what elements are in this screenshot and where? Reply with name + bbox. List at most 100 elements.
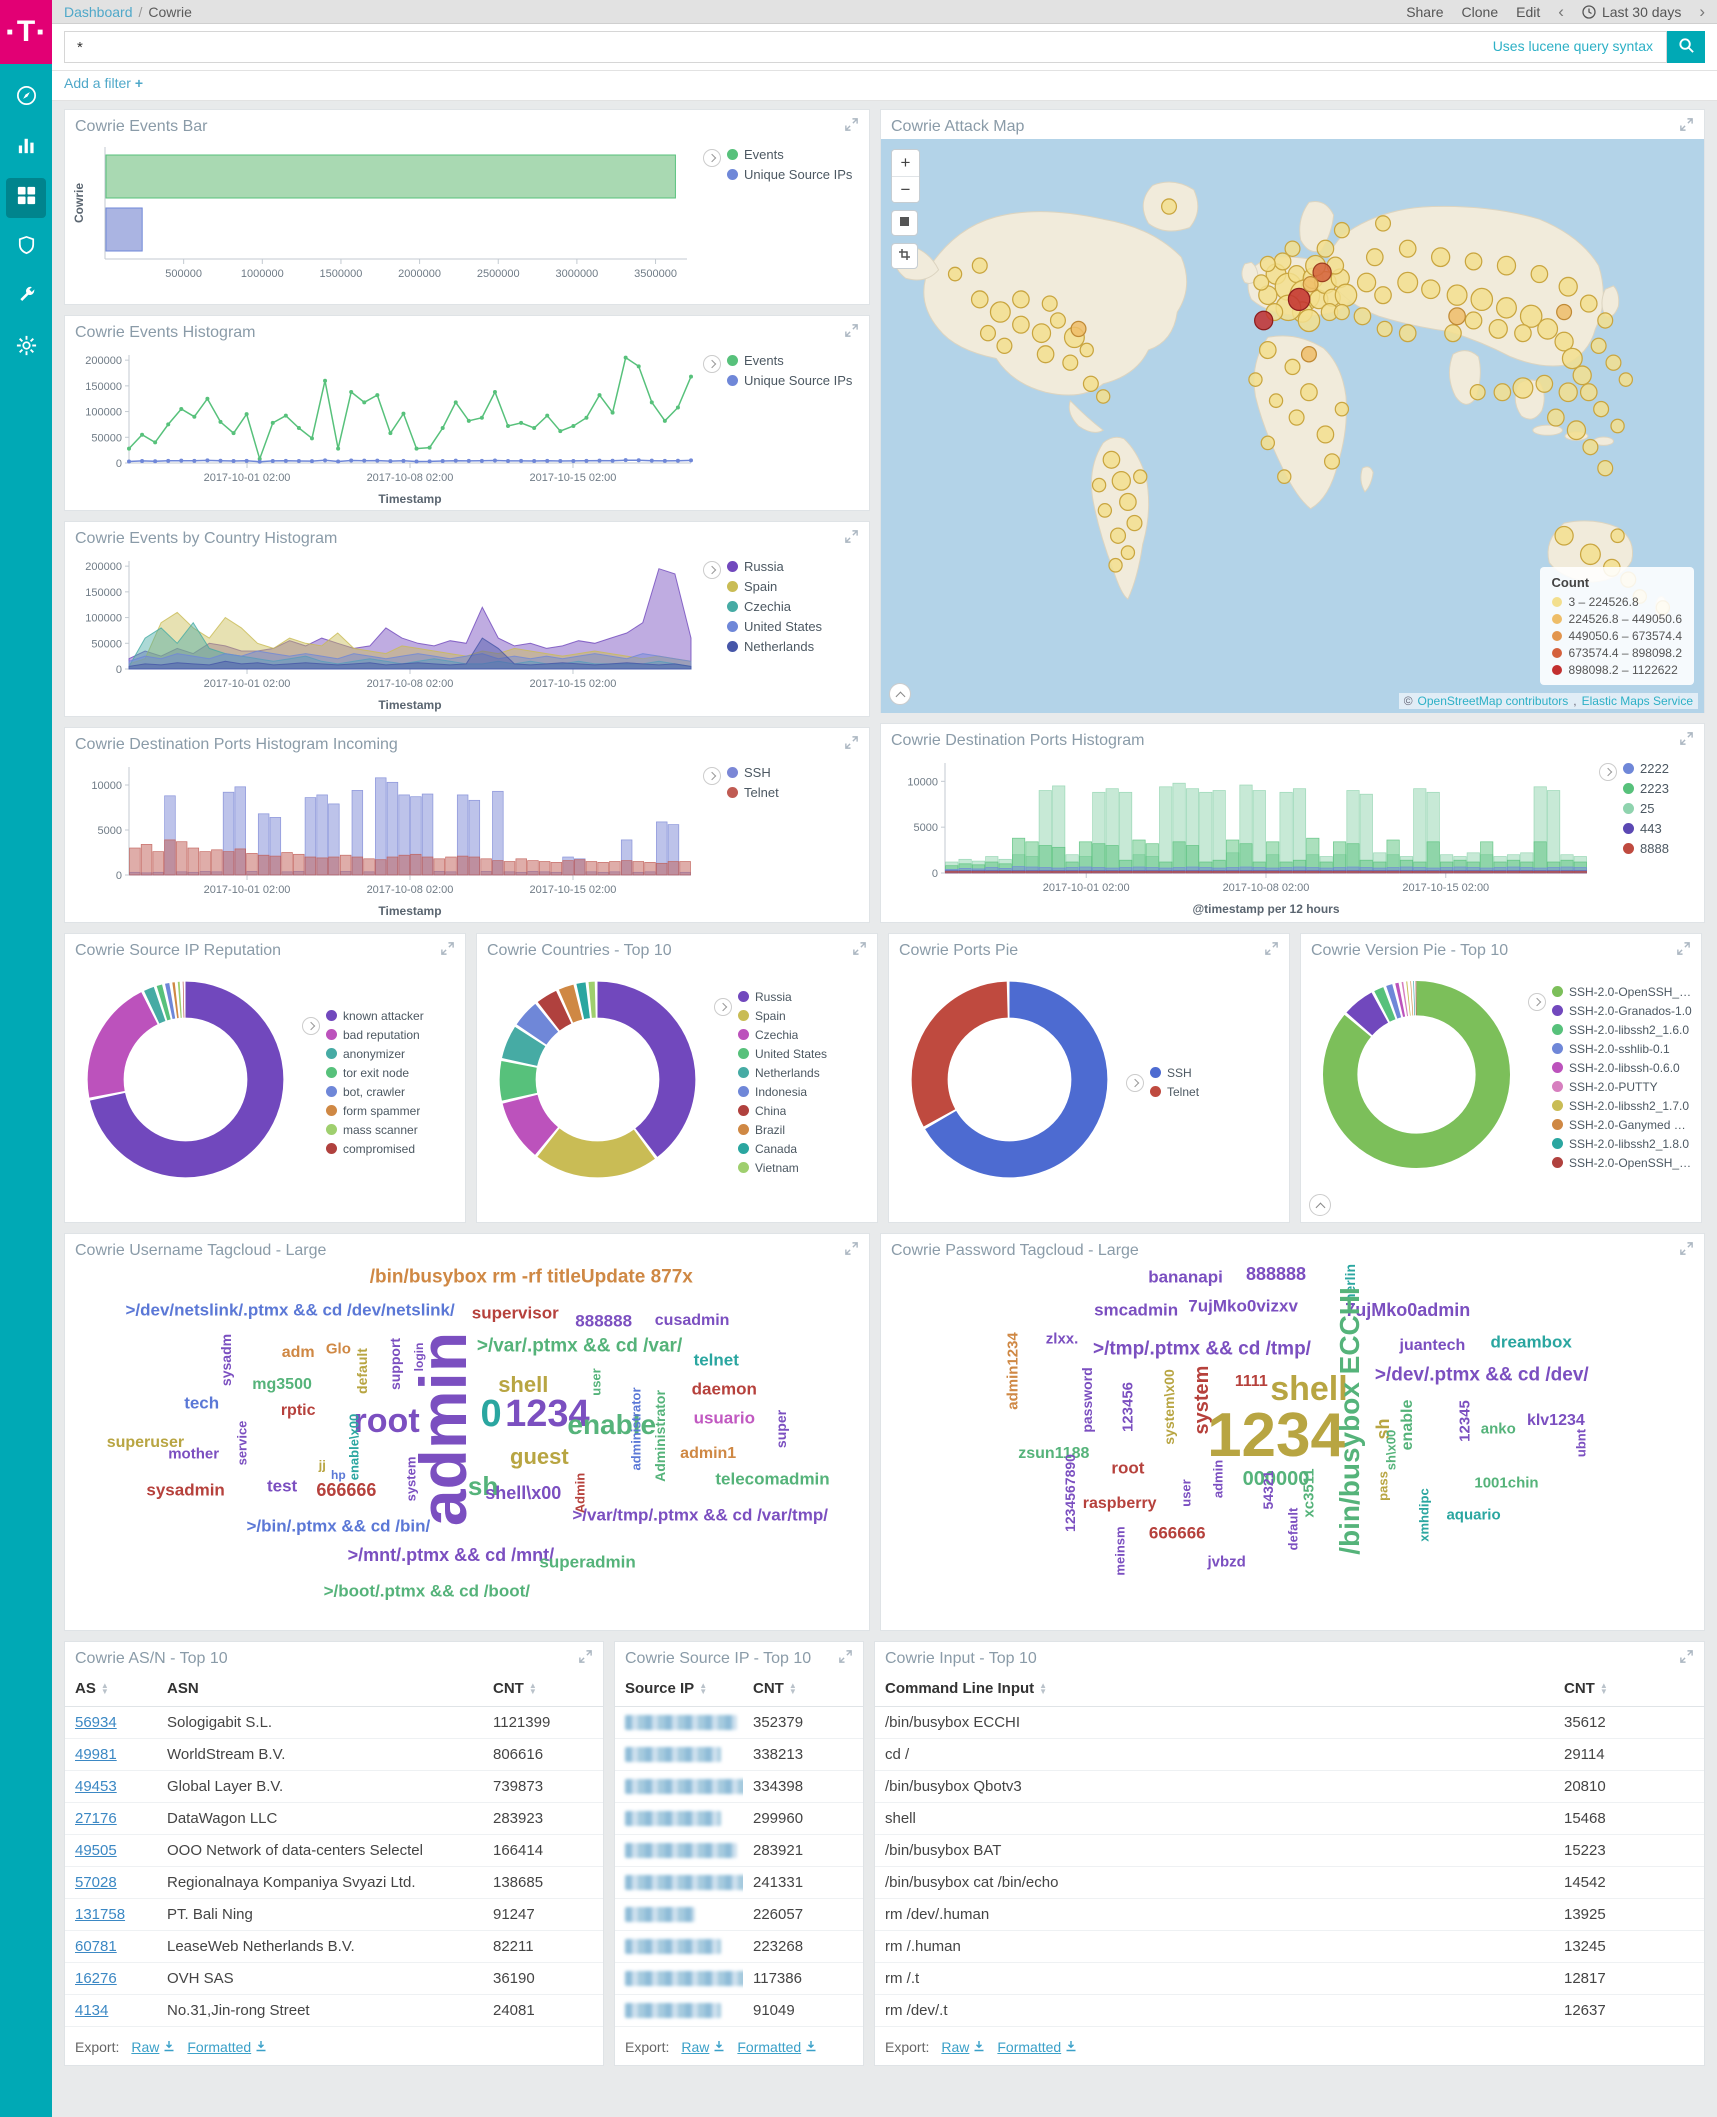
legend-item[interactable]: Czechia — [727, 599, 863, 614]
tagcloud-word[interactable]: juantech — [1399, 1336, 1466, 1354]
tagcloud-word[interactable]: >/mnt/.ptmx && cd /mnt/ — [347, 1544, 555, 1565]
tagcloud-word[interactable]: Administrator — [651, 1389, 668, 1482]
tagcloud-word[interactable]: 666666 — [1148, 1523, 1206, 1543]
table-row[interactable]: 4134 No.31,Jin-rong Street 24081 — [65, 1994, 603, 2027]
add-filter-link[interactable]: Add a filter + — [64, 75, 144, 91]
tagcloud-word[interactable]: default — [1285, 1508, 1300, 1551]
tagcloud-word[interactable]: raspberry — [1082, 1495, 1157, 1513]
legend-item[interactable]: Events — [727, 147, 863, 162]
legend-item[interactable]: SSH — [727, 765, 863, 780]
table-row[interactable]: /bin/busybox BAT 15223 — [875, 1834, 1704, 1867]
tagcloud-word[interactable]: super — [772, 1409, 789, 1448]
tagcloud-word[interactable]: 7ujMko0vizxv — [1188, 1296, 1298, 1316]
table-row[interactable]: shell 15468 — [875, 1802, 1704, 1835]
tagcloud-word[interactable]: Glo — [325, 1340, 351, 1358]
legend-item[interactable]: known attacker — [326, 1009, 457, 1023]
tagcloud-word[interactable]: mother — [168, 1445, 220, 1463]
expand-icon[interactable] — [838, 1649, 853, 1669]
legend-item[interactable]: Czechia — [738, 1028, 869, 1042]
tagcloud-word[interactable]: pass — [1375, 1471, 1391, 1502]
tagcloud-word[interactable]: sh — [467, 1471, 499, 1502]
table-row[interactable]: 57028 Regionalnaya Kompaniya Svyazi Ltd. 1… — [65, 1866, 603, 1899]
tagcloud-word[interactable]: enable — [1398, 1399, 1416, 1451]
legend-item[interactable]: Events — [727, 353, 863, 368]
clone-button[interactable]: Clone — [1461, 3, 1499, 20]
tagcloud-word[interactable]: user — [588, 1368, 604, 1396]
legend-item[interactable]: Indonesia — [738, 1085, 869, 1099]
table-row[interactable]: 16276 OVH SAS 36190 — [65, 1962, 603, 1995]
sidebar-item-devtools[interactable] — [6, 278, 46, 318]
table-row[interactable]: 223268 — [615, 1930, 863, 1963]
tagcloud-word[interactable]: 1001chin — [1474, 1474, 1539, 1492]
legend-item[interactable]: United States — [727, 619, 863, 634]
table-row[interactable]: /bin/busybox ECCHI 35612 — [875, 1706, 1704, 1739]
table-row[interactable]: rm /dev/.t 12637 — [875, 1994, 1704, 2027]
table-row[interactable]: 49505 OOO Network of data-centers Selecte… — [65, 1834, 603, 1867]
ports-incoming-chart[interactable]: 0 5000 10000 2017-10-01 02:00 2017-10-08 02:… — [71, 759, 701, 924]
expand-icon[interactable] — [844, 1241, 859, 1261]
legend-toggle-button[interactable] — [714, 997, 732, 1016]
tagcloud-word[interactable]: 000000 — [1242, 1468, 1310, 1490]
tagcloud-word[interactable]: dreambox — [1490, 1332, 1572, 1352]
table-row[interactable]: 334398 — [615, 1770, 863, 1803]
map-zoom-out-button[interactable]: − — [892, 176, 919, 202]
table-row[interactable]: 117386 — [615, 1962, 863, 1995]
tagcloud-word[interactable]: 888888 — [575, 1311, 633, 1331]
tagcloud-word[interactable]: service — [234, 1420, 250, 1466]
tagcloud-word[interactable]: superuser — [106, 1434, 185, 1451]
tagcloud-word[interactable]: sysadm — [217, 1334, 234, 1387]
table-row[interactable]: 299960 — [615, 1802, 863, 1835]
legend-item[interactable]: United States — [738, 1047, 869, 1061]
legend-item[interactable]: SSH — [1150, 1066, 1281, 1080]
tagcloud-word[interactable]: supervisor — [471, 1303, 559, 1323]
tagcloud-word[interactable]: 1111 — [1234, 1372, 1268, 1390]
tagcloud-word[interactable]: admin — [405, 1331, 480, 1526]
tagcloud-word[interactable]: adm — [281, 1344, 315, 1361]
legend-item[interactable]: Russia — [738, 990, 869, 1004]
tagcloud-word[interactable]: zsun1188 — [1018, 1444, 1090, 1462]
sidebar-item-visualize[interactable] — [6, 128, 46, 168]
sidebar-item-management[interactable] — [6, 328, 46, 368]
legend-item[interactable]: compromised — [326, 1142, 457, 1156]
tagcloud-word[interactable]: smcadmin — [1094, 1300, 1179, 1320]
country-histogram-chart[interactable]: 0 50000 100000 150000 200000 2017-10-01 02:00… — [71, 553, 701, 718]
tagcloud-word[interactable]: shell — [1270, 1370, 1348, 1408]
expand-icon[interactable] — [1679, 731, 1694, 751]
table-row[interactable]: 27176 DataWagon LLC 283923 — [65, 1802, 603, 1835]
export-formatted-link[interactable]: Formatted — [187, 2039, 267, 2055]
tagcloud-word[interactable]: /bin/busybox rm -rf titleUpdate 877x — [369, 1266, 693, 1288]
legend-item[interactable]: SSH-2.0-PUTTY — [1552, 1080, 1693, 1094]
legend-item[interactable]: bad reputation — [326, 1028, 457, 1042]
legend-collapse-button[interactable] — [1309, 1194, 1331, 1216]
map-zoom-in-button[interactable]: + — [892, 150, 919, 176]
map-collapse-button[interactable] — [889, 683, 911, 705]
telekom-logo[interactable]: ■ T ■ — [0, 0, 52, 64]
expand-icon[interactable] — [1264, 941, 1279, 961]
ports-histogram-chart[interactable]: 0 5000 10000 2017-10-01 02:00 2017-10-08 02:… — [887, 755, 1597, 922]
version-donut-chart[interactable] — [1309, 967, 1524, 1187]
tagcloud-word[interactable]: 12345 — [1456, 1400, 1474, 1443]
as-number-link[interactable]: 49981 — [75, 1746, 117, 1763]
legend-item[interactable]: 2222 — [1623, 761, 1698, 776]
legend-toggle-button[interactable] — [703, 561, 721, 579]
table-row[interactable]: /bin/busybox cat /bin/echo 14542 — [875, 1866, 1704, 1899]
legend-item[interactable]: Russia — [727, 559, 863, 574]
legend-item[interactable]: SSH-2.0-libssh2_1.7.0 — [1552, 1099, 1693, 1113]
lucene-syntax-link[interactable]: Uses lucene query syntax — [1492, 38, 1653, 54]
tagcloud-word[interactable]: support — [386, 1337, 403, 1390]
table-row[interactable]: rm /dev/.human 13925 — [875, 1898, 1704, 1931]
legend-item[interactable]: 25 — [1623, 801, 1698, 816]
tagcloud-word[interactable]: >/tmp/.ptmx && cd /tmp/ — [1092, 1338, 1311, 1360]
legend-item[interactable]: SSH-2.0-OpenSSH_6... — [1552, 1156, 1693, 1170]
table-row[interactable]: 338213 — [615, 1738, 863, 1771]
as-number-link[interactable]: 60781 — [75, 1938, 117, 1955]
legend-item[interactable]: SSH-2.0-libssh2_1.6.0 — [1552, 1023, 1693, 1037]
expand-icon[interactable] — [1679, 1241, 1694, 1261]
tagcloud-word[interactable]: tech — [184, 1393, 220, 1413]
table-row[interactable]: 56934 Sologigabit S.L. 1121399 — [65, 1706, 603, 1739]
expand-icon[interactable] — [1679, 1649, 1694, 1669]
column-header[interactable]: CNT ▲ ▼ — [743, 1671, 863, 1707]
tagcloud-word[interactable]: aquario — [1446, 1506, 1501, 1524]
tagcloud-word[interactable]: >/var/.ptmx && cd /var/ — [476, 1335, 683, 1357]
column-header[interactable]: Source IP ▲ ▼ — [615, 1671, 743, 1707]
